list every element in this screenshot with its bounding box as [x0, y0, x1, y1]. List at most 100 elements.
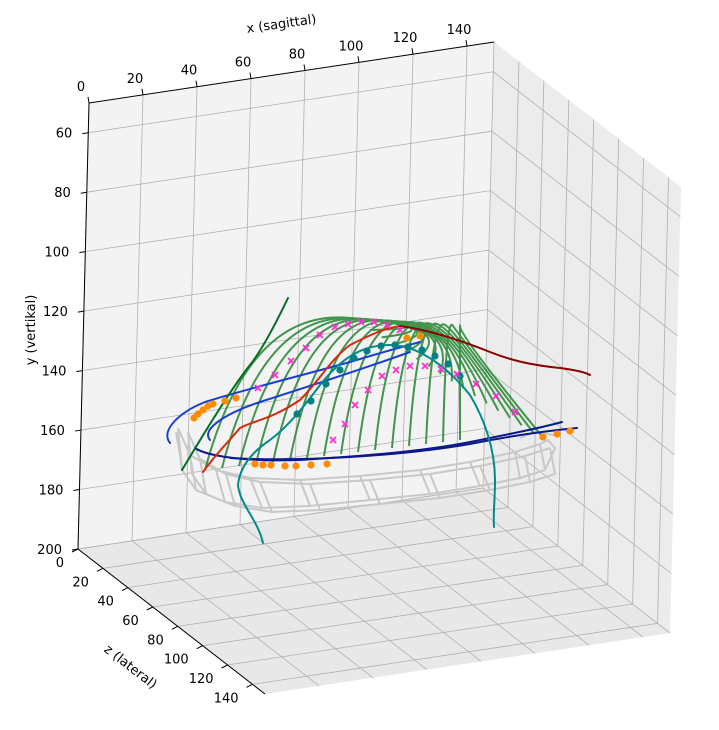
x-stroke [302, 344, 310, 352]
grid-z-floor [252, 622, 658, 685]
grid-z-floor [152, 545, 558, 608]
mesh-edge [187, 431, 551, 486]
x-stroke [492, 392, 500, 400]
y-tick-mark [77, 310, 84, 313]
x-tick-mark [465, 39, 468, 47]
y-tick-mark [76, 370, 83, 373]
grid-z-floor [227, 603, 633, 666]
orange-marker [199, 406, 207, 414]
magenta-x-marker [370, 318, 378, 326]
grid-y-side [488, 249, 677, 396]
teal-marker [418, 346, 426, 354]
z-axis-line [77, 548, 266, 695]
x-tick-mark [87, 96, 90, 104]
magenta-x-marker [254, 384, 262, 392]
curve-teal [237, 344, 496, 544]
x-tick-label: 60 [235, 56, 252, 71]
curve-blue [166, 341, 421, 444]
grid-y-back [82, 309, 488, 371]
x-stroke [357, 318, 365, 326]
orange-marker [539, 433, 547, 441]
mesh-edge [225, 473, 236, 507]
grid-z-floor [102, 506, 508, 569]
x-stroke [406, 362, 414, 370]
z-tick-mark [71, 548, 79, 553]
grid-x-back [293, 70, 306, 517]
z-tick-label: 60 [122, 614, 139, 629]
grid-z-side [607, 138, 620, 585]
arc [442, 323, 535, 443]
x-tick-mark [303, 64, 306, 71]
magenta-x-marker [271, 371, 279, 379]
orange-marker [221, 397, 229, 405]
z-tick-label: 0 [56, 556, 64, 571]
x-stroke [351, 401, 359, 409]
z-tick-label: 20 [72, 575, 89, 590]
grid-y-back [80, 368, 486, 431]
z-axis-label: z (lateral) [101, 642, 160, 692]
magenta-x-marker [406, 362, 414, 370]
teal-marker [363, 347, 371, 355]
grid-x-floor [131, 540, 320, 687]
teal-marker [307, 397, 315, 405]
grid-x-floor [239, 524, 428, 670]
grid-y-side [487, 309, 675, 455]
y-tick-mark [79, 251, 86, 254]
magenta-x-marker [437, 365, 445, 373]
teal-marker [336, 366, 344, 374]
y-axis-label: y (vertikal) [24, 295, 39, 366]
orange-marker [232, 394, 240, 402]
magenta-x-marker [351, 401, 359, 409]
orange-marker [323, 460, 331, 468]
curve-red [202, 325, 401, 473]
mesh-edge [549, 447, 556, 475]
x-stroke [254, 384, 262, 392]
magenta-x-marker [472, 380, 480, 388]
teal-marker [431, 352, 439, 360]
x-tick-label: 100 [339, 39, 364, 54]
x-stroke [437, 365, 445, 373]
x-tick-mark [357, 56, 360, 63]
x-stroke [271, 371, 279, 379]
teal-marker [322, 380, 330, 388]
x-tick-label: 120 [393, 31, 418, 46]
mesh-edge [191, 473, 556, 514]
x-stroke [331, 323, 339, 331]
mesh-edge [175, 431, 183, 471]
y-tick-label: 140 [42, 365, 67, 380]
pane-right [483, 42, 681, 633]
x-tick-mark [195, 80, 198, 87]
x-stroke [511, 408, 519, 416]
magenta-x-marker [396, 326, 404, 334]
arc [306, 319, 444, 459]
magenta-x-marker [341, 420, 349, 428]
z-tick-label: 100 [164, 653, 189, 668]
mesh-edge [524, 455, 531, 483]
arc [391, 322, 500, 449]
magenta-x-marker [357, 318, 365, 326]
teal-marker [391, 341, 399, 349]
grid-y-side [490, 190, 678, 336]
magenta-x-marker [421, 362, 429, 370]
x-stroke [378, 372, 386, 380]
x-stroke [421, 362, 429, 370]
grid-z-floor [77, 487, 484, 550]
x-tick-mark [141, 88, 144, 95]
grid-z-floor [202, 584, 608, 647]
orange-marker [292, 462, 300, 470]
z-tick-label: 40 [97, 595, 114, 610]
pane-back [78, 42, 494, 549]
x-tick-label: 80 [289, 47, 306, 62]
y-tick-mark [74, 429, 82, 432]
mesh-edge [199, 458, 207, 495]
y-tick-label: 160 [40, 424, 65, 439]
x-tick-label: 140 [447, 23, 472, 38]
x-axis-line [88, 41, 495, 104]
orange-marker [416, 332, 424, 340]
x-tick-mark [411, 48, 414, 55]
axes [71, 39, 495, 695]
mesh-edge [189, 454, 197, 491]
magenta-x-marker [287, 357, 295, 365]
